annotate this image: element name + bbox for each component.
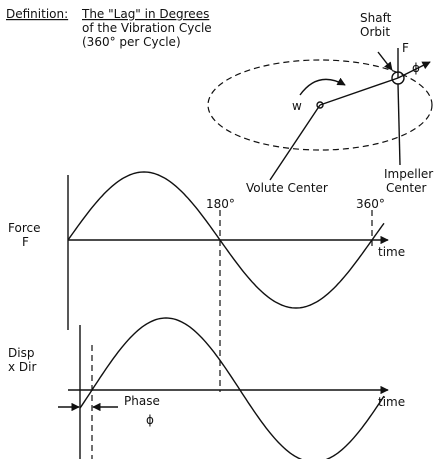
shaft-label: Shaft [360, 11, 392, 25]
force-arrow [397, 61, 431, 79]
force-label: Force [8, 221, 40, 235]
phase-label: ϕ [146, 413, 154, 427]
volute-center [316, 101, 324, 109]
time-label: time [378, 245, 405, 259]
force-wave [67, 171, 385, 309]
definition-line: of the Vibration Cycle [82, 21, 212, 35]
label-180: 180° [206, 197, 235, 211]
impeller-leader [397, 83, 401, 166]
disp-wave [79, 317, 385, 459]
label-360: 360° [356, 197, 385, 211]
force-label: F [402, 41, 409, 55]
angle-label: ϕ [412, 61, 420, 75]
impeller-label: Center [386, 181, 426, 195]
disp-label: x Dir [8, 360, 36, 374]
rotation-label: w [292, 99, 302, 113]
shaft-leader [377, 51, 393, 71]
definition-line: The "Lag" in Degrees [81, 7, 209, 21]
orbit-ellipse [207, 59, 433, 151]
rotation-arrow [299, 77, 346, 96]
shaft-label: Orbit [360, 25, 390, 39]
disp-label: Disp [8, 346, 34, 360]
phase-label: Phase [124, 394, 160, 408]
time-label: time [378, 395, 405, 409]
definition-label: Definition: [6, 7, 68, 21]
force-label: F [22, 235, 29, 249]
volute-label: Volute Center [246, 181, 328, 195]
definition-line: (360° per Cycle) [82, 35, 181, 49]
impeller-label: Impeller [384, 167, 433, 181]
radius [319, 77, 399, 106]
volute-leader [269, 104, 321, 181]
